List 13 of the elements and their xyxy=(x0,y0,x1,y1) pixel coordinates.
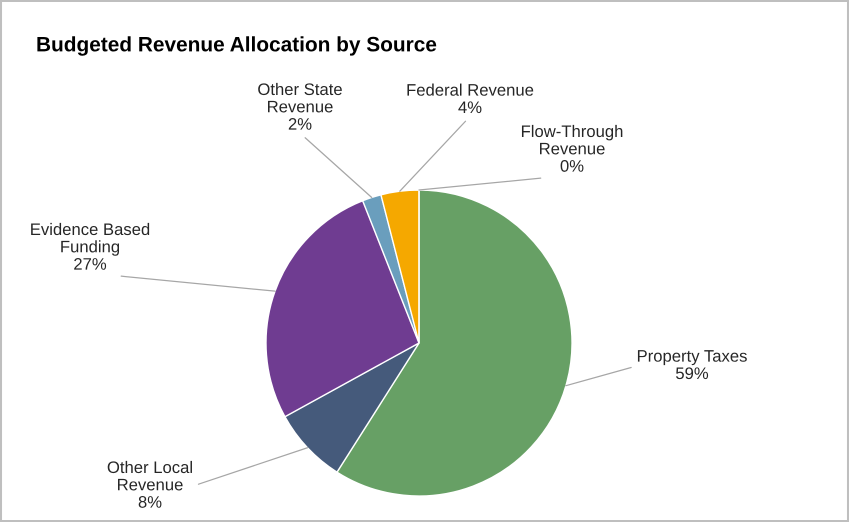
data-label: 4% xyxy=(458,101,482,114)
category-label: Flow-Through Revenue xyxy=(522,124,622,154)
data-label: 2% xyxy=(288,118,312,130)
chart-title: Budgeted Revenue Allocation by Source xyxy=(37,36,436,56)
data-label: 27% xyxy=(74,258,106,270)
slice-label: Other Local Revenue xyxy=(108,460,192,490)
slice-label: Evidence Based Funding xyxy=(31,222,150,256)
data-label: 59% xyxy=(676,367,708,380)
text: 0% xyxy=(560,160,584,172)
data-label: 8% xyxy=(138,496,162,508)
slice-label: Property Taxes xyxy=(638,350,747,366)
slice-label: Other State Revenue xyxy=(258,82,342,112)
slice-label: Federal Revenue xyxy=(407,84,534,96)
